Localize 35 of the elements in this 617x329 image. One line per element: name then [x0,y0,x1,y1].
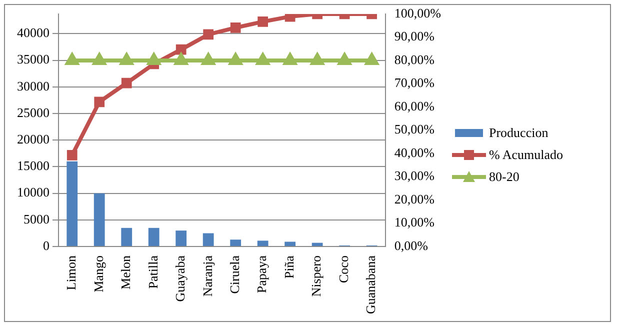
x-tick-label: Melon [118,255,134,290]
x-tick-label: Guanabana [363,255,378,314]
x-tick-label: Nispero [308,256,324,297]
x-tick-label: Patilla [145,255,160,289]
y-tick-label: 15000 [17,158,50,174]
x-tick-label: Guayaba [172,255,188,302]
x-tick-label: Limon [64,255,79,290]
y-tick-label: 35000 [17,52,50,67]
y2-tick-label: 100,00% [394,5,442,20]
y2-tick-label: 60,00% [394,98,435,114]
y-tick-label: 0 [43,238,50,253]
y-tick-label: 40000 [17,25,50,40]
x-tick-label: Coco [336,256,351,283]
y-tick-label: 25000 [17,104,50,120]
y2-tick-label: 10,00% [394,214,435,230]
y2-tick-label: 40,00% [394,144,435,160]
legend-label: Produccion [489,125,548,141]
y-tick-label: 10000 [17,184,50,200]
y2-tick-label: 30,00% [394,168,435,184]
y2-tick-label: 20,00% [394,191,435,206]
x-tick-label: Piña [281,255,296,279]
x-tick-label: Naranja [200,255,215,297]
y2-tick-label: 70,00% [394,75,435,90]
y-tick-label: 30000 [17,78,50,94]
y2-tick-label: 90,00% [394,28,435,44]
legend-label: 80-20 [489,169,520,185]
x-tick-label: Ciruela [227,255,242,294]
y2-tick-label: 80,00% [394,52,435,67]
y2-tick-label: 0,00% [394,238,428,253]
x-tick-label: Mango [90,256,106,292]
y-tick-label: 5000 [24,211,50,226]
y-tick-label: 20000 [17,132,50,147]
y2-tick-label: 50,00% [394,122,435,137]
legend-label: % Acumulado [489,147,564,163]
x-tick-label: Papaya [254,255,270,294]
